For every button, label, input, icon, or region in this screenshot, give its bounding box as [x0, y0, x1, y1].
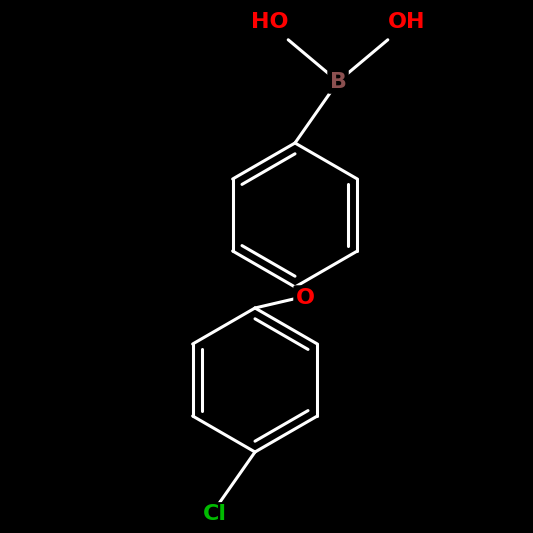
Text: O: O: [295, 287, 314, 308]
Text: Cl: Cl: [203, 504, 227, 524]
Text: B: B: [329, 71, 346, 92]
Text: HO: HO: [251, 12, 288, 32]
Text: OH: OH: [388, 12, 425, 32]
